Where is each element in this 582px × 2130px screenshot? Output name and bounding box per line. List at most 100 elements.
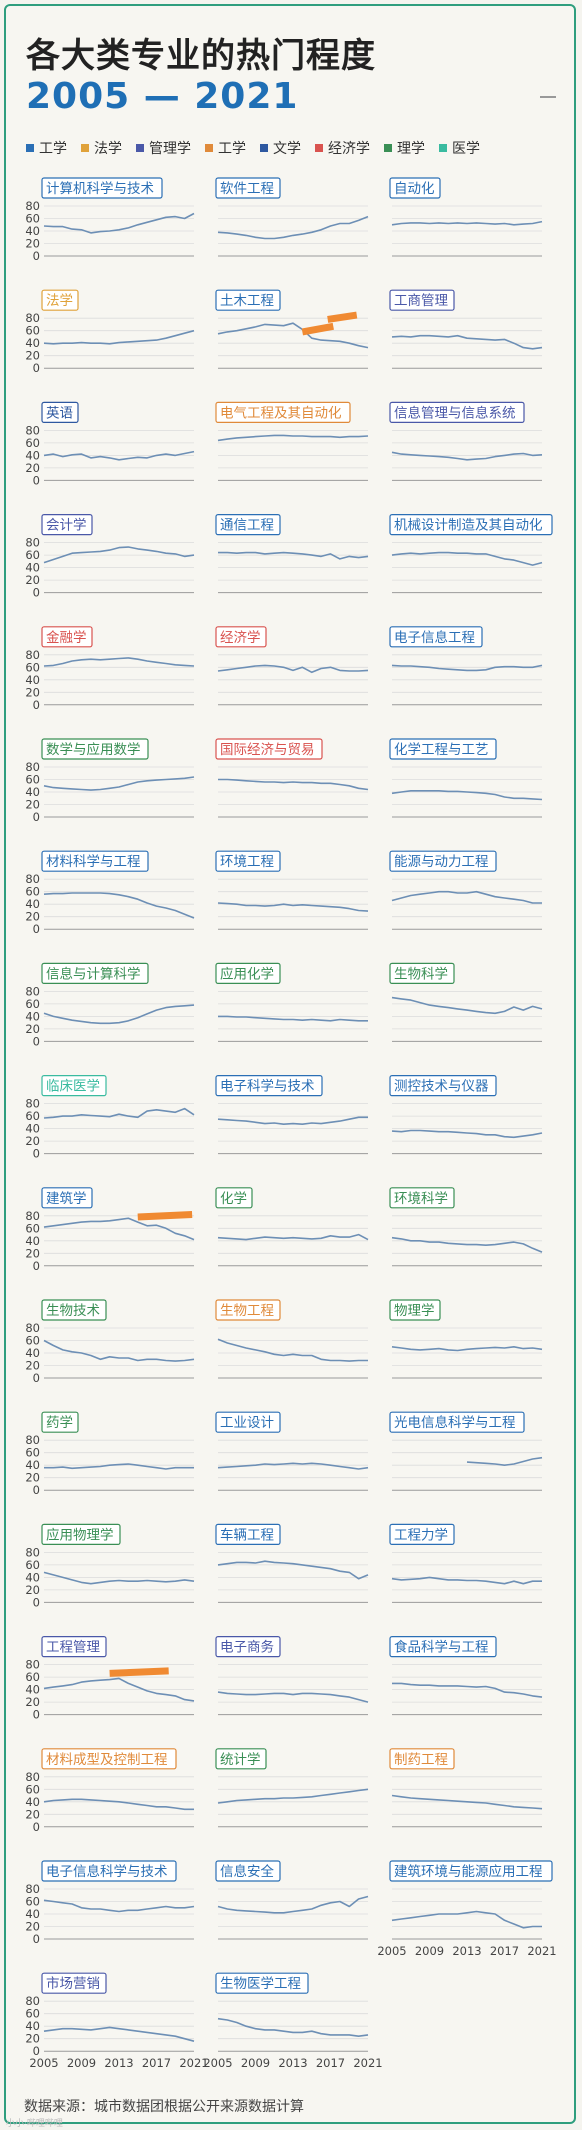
chart-title-box: [389, 1074, 497, 1097]
watermark: 小小·哔哩哔哩: [6, 2119, 63, 2129]
series-line: [217, 1338, 368, 1362]
chart-title-box: [389, 1748, 455, 1770]
small-multiple-chart: 环境工程: [215, 850, 369, 930]
small-multiple-chart: 国际经济与贸易: [215, 738, 369, 818]
chart-title: 生物工程: [220, 1303, 274, 1319]
y-tick-label: 0: [33, 361, 40, 375]
legend-item: 医学: [439, 138, 480, 158]
small-multiple-chart: 工业设计: [215, 1411, 369, 1491]
series-line: [217, 1560, 369, 1580]
series-line: [391, 551, 543, 566]
y-tick-label: 0: [33, 1595, 40, 1609]
series-line: [466, 1456, 543, 1466]
small-multiple-chart: 建筑环境与能源应用工程 2005 2009 2013 2017 2021: [377, 1860, 557, 1958]
chart-title: 制药工程: [394, 1752, 448, 1768]
y-tick-label: 80: [25, 1321, 40, 1335]
chart-title: 工业设计: [220, 1415, 274, 1431]
page-subtitle: 2005 — 2021: [26, 76, 299, 117]
chart-title: 数学与应用数学: [46, 741, 141, 758]
chart-title: 会计学: [46, 518, 87, 534]
series-line: [43, 329, 195, 345]
x-tick-label: 2005: [203, 2056, 232, 2070]
y-tick-label: 80: [25, 984, 40, 998]
y-tick-label: 60: [25, 1558, 40, 1572]
corner-dash: [540, 96, 556, 98]
y-tick-label: 20: [25, 910, 40, 924]
y-tick-label: 40: [25, 1346, 40, 1360]
y-tick-label: 80: [25, 1770, 40, 1784]
chart-title: 环境科学: [394, 1191, 448, 1207]
chart-title: 计算机科学与技术: [46, 181, 154, 197]
chart-title-box: [389, 1860, 553, 1882]
chart-title: 化学工程与工艺: [394, 742, 489, 758]
small-multiple-chart: 制药工程: [389, 1748, 543, 1828]
chart-title-box: [41, 289, 79, 311]
y-tick-label: 60: [25, 1895, 40, 1909]
y-tick-label: 40: [25, 1234, 40, 1248]
x-tick-label: 2005: [377, 1944, 406, 1958]
small-multiple-chart: 环境科学: [389, 1187, 543, 1267]
series-line: [44, 1463, 194, 1470]
chart-title-box: [41, 738, 149, 760]
series-line: [217, 1462, 369, 1470]
chart-title: 工程力学: [394, 1527, 448, 1543]
chart-title: 生物技术: [46, 1303, 100, 1319]
x-tick-label: 2009: [415, 1944, 444, 1958]
y-tick-label: 60: [25, 212, 40, 226]
series-line: [217, 902, 369, 912]
chart-title-box: [389, 626, 483, 648]
series-line: [391, 1236, 543, 1253]
chart-title: 电子信息科学与技术: [46, 1863, 168, 1880]
series-line: [217, 1895, 369, 1914]
series-line: [43, 1004, 195, 1025]
chart-title-box: [389, 289, 455, 311]
chart-title-box: [41, 1860, 177, 1882]
chart-title-box: [389, 1299, 441, 1321]
chart-title: 食品科学与工程: [394, 1639, 489, 1656]
y-tick-label: 20: [25, 685, 40, 699]
series-line: [217, 664, 369, 674]
small-multiple-chart: 生物科学: [389, 962, 543, 1042]
chart-title-box: [215, 1411, 281, 1433]
chart-title: 电子信息工程: [394, 629, 475, 646]
chart-title-box: [215, 177, 281, 199]
chart-title-box: [41, 1635, 107, 1658]
chart-title: 能源与动力工程: [394, 854, 489, 870]
small-multiple-chart: 生物工程: [215, 1299, 368, 1379]
chart-title: 信息与计算科学: [46, 965, 141, 982]
legend-item: 理学: [384, 138, 425, 158]
series-line: [391, 1576, 542, 1585]
y-tick-label: 0: [33, 1483, 40, 1497]
legend-swatch: [26, 144, 34, 152]
y-tick-label: 40: [25, 224, 40, 238]
chart-title-box: [41, 1523, 121, 1546]
y-tick-label: 0: [33, 473, 40, 487]
chart-title: 测控技术与仪器: [394, 1079, 489, 1095]
small-multiple-chart: 工程力学: [389, 1523, 542, 1603]
series-line: [391, 334, 543, 350]
legend-label: 工学: [218, 141, 246, 157]
x-tick-label: 2017: [142, 2056, 171, 2070]
y-tick-label: 80: [25, 1097, 40, 1111]
y-tick-label: 80: [25, 648, 40, 662]
chart-title-box: [389, 1187, 455, 1209]
y-tick-label: 20: [25, 237, 40, 251]
chart-title: 自动化: [394, 181, 435, 197]
chart-title-box: [215, 626, 267, 648]
chart-title: 光电信息科学与工程: [394, 1414, 516, 1431]
chart-title-box: [389, 513, 553, 536]
y-tick-label: 80: [25, 872, 40, 886]
y-tick-label: 80: [25, 1433, 40, 1447]
x-tick-label: 2021: [527, 1944, 556, 1958]
legend-swatch: [439, 144, 447, 152]
chart-title: 应用化学: [220, 965, 274, 982]
chart-title-box: [215, 401, 351, 423]
data-source-note: 数据来源：城市数据团根据公开来源数据计算: [24, 2099, 304, 2115]
y-tick-label: 20: [25, 1022, 40, 1036]
legend-swatch: [205, 144, 213, 152]
y-tick-label: 40: [25, 561, 40, 575]
y-tick-label: 40: [25, 1683, 40, 1697]
